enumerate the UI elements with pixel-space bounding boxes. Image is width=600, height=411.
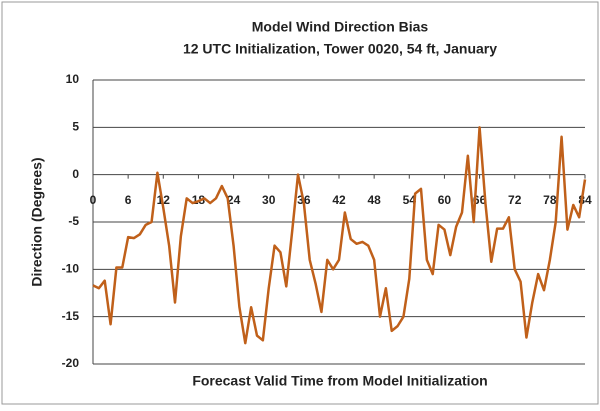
- x-tick-label: 12: [157, 193, 171, 207]
- x-tick-label: 54: [403, 193, 417, 207]
- chart-subtitle: 12 UTC Initialization, Tower 0020, 54 ft…: [183, 41, 497, 57]
- x-tick-label: 24: [227, 193, 241, 207]
- x-tick-label: 42: [332, 193, 346, 207]
- x-tick-label: 48: [367, 193, 381, 207]
- y-tick-label: 0: [72, 167, 79, 181]
- y-tick-label: -10: [62, 262, 80, 276]
- x-tick-label: 60: [438, 193, 452, 207]
- x-axis-label: Forecast Valid Time from Model Initializ…: [192, 373, 487, 389]
- y-tick-label: 10: [66, 72, 80, 86]
- x-tick-label: 72: [508, 193, 522, 207]
- y-tick-label: -20: [62, 356, 80, 370]
- y-tick-label: -5: [68, 214, 79, 228]
- chart-frame: [1, 1, 599, 405]
- y-axis-label: Direction (Degrees): [29, 157, 45, 286]
- line-series: [92, 126, 587, 345]
- chart-title: Model Wind Direction Bias: [252, 19, 429, 35]
- y-tick-label: 5: [72, 120, 79, 134]
- y-tick-label: -15: [62, 309, 80, 323]
- x-tick-label: 30: [262, 193, 276, 207]
- x-tick-label: 6: [125, 193, 132, 207]
- x-tick-label: 78: [543, 193, 557, 207]
- x-tick-label: 0: [90, 193, 97, 207]
